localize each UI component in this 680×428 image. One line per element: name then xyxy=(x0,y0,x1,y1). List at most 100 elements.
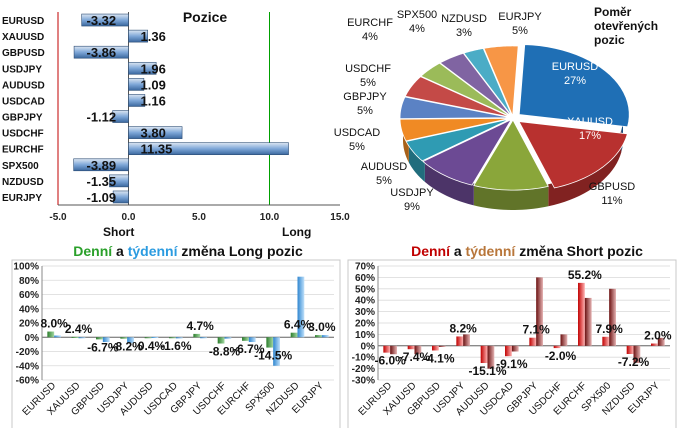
pie-slice-percent: 3% xyxy=(456,27,472,39)
pie-slice-label: AUDUSD xyxy=(361,161,408,173)
pie-slice xyxy=(463,48,513,117)
pozice-bar xyxy=(128,61,157,75)
change-bar xyxy=(175,337,183,339)
pozice-category-label: EURUSD xyxy=(2,16,44,27)
change-bar xyxy=(78,337,86,339)
change-bar xyxy=(54,335,61,338)
change-data-label: 2.4% xyxy=(65,322,93,336)
pozice-category-label: XAUUSD xyxy=(2,32,44,43)
pozice-x-tick: 15.0 xyxy=(330,212,350,223)
pozice-value-label: 1.96 xyxy=(141,61,166,76)
pie-slice xyxy=(422,118,513,186)
pozice-bar xyxy=(128,126,183,139)
change-bar xyxy=(297,276,305,338)
change-bar xyxy=(578,282,585,346)
change-bar xyxy=(432,345,439,351)
change-y-tick: 100% xyxy=(13,262,39,273)
pozice-bar xyxy=(128,94,146,107)
change-data-label: 55.2% xyxy=(568,268,602,282)
pie-slice xyxy=(399,96,511,119)
pie-slice-label: EURJPY xyxy=(498,11,542,23)
pie-slice-percent: 5% xyxy=(360,77,376,89)
pozice-x-tick: 10.0 xyxy=(260,212,280,223)
pozice-title: Pozice xyxy=(183,9,228,25)
change-data-label: -8.2% xyxy=(111,340,143,354)
pie-slice xyxy=(518,44,630,128)
change-bar xyxy=(315,335,322,338)
change-data-label: 2.0% xyxy=(644,329,672,343)
pie-slice xyxy=(439,52,512,117)
pozice-category-label: EURCHF xyxy=(2,145,44,156)
change-bar xyxy=(96,337,103,340)
change-y-tick: 40% xyxy=(355,296,375,307)
change-data-label: 7.9% xyxy=(595,322,623,336)
pozice-value-label: 1.16 xyxy=(141,93,166,108)
pie-slice-percent: 17% xyxy=(579,130,601,142)
change-y-tick: -60% xyxy=(16,376,39,387)
change-y-tick: 30% xyxy=(355,307,375,318)
pie-slice-label: USDJPY xyxy=(390,187,434,199)
change-bar xyxy=(71,336,79,338)
change-data-label: -7.4% xyxy=(399,350,431,364)
change-bar xyxy=(651,343,658,346)
long-change-chart: Denní a týdenní změna Long pozic 100% 80% 6… xyxy=(11,243,341,428)
change-bar xyxy=(217,337,225,344)
change-bar xyxy=(169,337,176,339)
pozice-bar xyxy=(128,78,145,91)
pie-slice xyxy=(420,62,512,117)
pozice-value-label: -3.32 xyxy=(87,13,117,28)
change-bar xyxy=(390,345,397,355)
pie-slice-label: GBPUSD xyxy=(589,181,636,193)
change-y-tick: -20% xyxy=(352,364,375,375)
change-data-label: -9.1% xyxy=(496,357,528,371)
pie-slice-side xyxy=(473,183,549,210)
change-data-label: 7.1% xyxy=(522,323,550,337)
change-data-label: 6.4% xyxy=(284,318,312,332)
change-data-label: 8.2% xyxy=(449,321,477,335)
change-bar xyxy=(407,345,415,350)
pie-slice xyxy=(399,117,511,142)
change-y-tick: 0% xyxy=(361,341,376,352)
change-data-label: -4.1% xyxy=(423,351,455,365)
change-bar xyxy=(626,345,634,355)
change-y-tick: -10% xyxy=(352,353,375,364)
pozice-category-label: EURJPY xyxy=(2,193,42,204)
pozice-category-label: AUDUSD xyxy=(2,80,45,91)
pie-slice-percent: 4% xyxy=(409,23,425,35)
pie-slice-percent: 5% xyxy=(357,105,373,117)
pozice-category-label: GBPJPY xyxy=(2,113,43,124)
pozice-bar xyxy=(112,110,129,123)
pie-slice-label: SPX500 xyxy=(397,9,437,21)
change-y-tick: 20% xyxy=(355,319,375,330)
pozice-value-label: 1.09 xyxy=(141,77,166,92)
pie-slice xyxy=(404,76,511,118)
change-bar xyxy=(248,337,256,343)
change-bar xyxy=(102,337,110,343)
change-bar xyxy=(383,345,391,353)
change-bar xyxy=(553,345,561,349)
pozice-value-label: -3.86 xyxy=(87,45,117,60)
pie-slice-percent: 5% xyxy=(512,25,528,37)
change-bar xyxy=(144,337,152,339)
change-bar xyxy=(47,331,55,338)
change-bar xyxy=(560,334,568,346)
pie-slice xyxy=(473,119,549,191)
change-data-label: -15.1% xyxy=(468,364,506,378)
change-chart-title: Denní a týdenní změna Long pozic xyxy=(73,243,303,259)
pie-slice xyxy=(483,45,519,117)
change-data-label: -8.8% xyxy=(209,345,241,359)
change-bar xyxy=(224,337,232,339)
pie-title: Poměr otevřených pozic xyxy=(594,5,658,47)
pie-slice-label: GBPJPY xyxy=(343,91,387,103)
long-annotation: Long xyxy=(282,225,311,239)
change-data-label: -2.0% xyxy=(545,349,577,363)
change-bar xyxy=(584,297,592,346)
change-data-label: -14.5% xyxy=(254,349,292,363)
pie-slice-label: USDCAD xyxy=(334,127,381,139)
change-chart-frame xyxy=(347,259,677,428)
pozice-category-label: USDCHF xyxy=(2,129,44,140)
change-y-tick: -20% xyxy=(16,347,39,358)
pozice-category-label: GBPUSD xyxy=(2,48,45,59)
pozice-x-tick: -5.0 xyxy=(49,212,67,223)
